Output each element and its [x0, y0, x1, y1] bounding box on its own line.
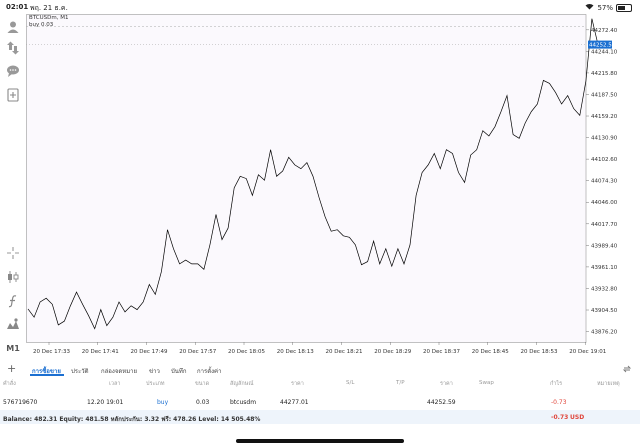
row-type: buy — [157, 399, 169, 406]
col-time: เวลา — [109, 381, 121, 387]
col-profit: กำไร — [550, 381, 563, 387]
row-current-price: 44252.59 — [427, 399, 456, 406]
timeframe-label: M1 — [6, 343, 20, 353]
col-tp: T/P — [396, 380, 405, 386]
crosshair-icon[interactable] — [4, 244, 22, 262]
chart-symbol: BTCUSDm, M1 — [29, 15, 69, 21]
row-price: 44277.01 — [280, 399, 309, 406]
objects-icon[interactable] — [4, 315, 22, 333]
y-tick-label: 43904.50 — [591, 308, 618, 314]
y-tick-label: 44074.30 — [591, 179, 618, 185]
position-row[interactable]: 576719670 12.20 19:01 buy 0.03 btcusdm 4… — [0, 397, 640, 409]
positions-header: คำสั่ง เวลา ประเภท ขนาด สัญลักษณ์ ราคา S… — [0, 378, 640, 390]
x-tick-label: 20 Dec 18:37 — [423, 349, 460, 355]
tab-mailbox[interactable]: กล่องจดหมาย — [101, 368, 138, 375]
chat-icon[interactable] — [4, 62, 22, 80]
price-chart[interactable]: 44272.40 44244.10 44215.80 44187.50 44159.20… — [26, 14, 640, 359]
tab-trade[interactable]: การซื้อขาย — [32, 368, 61, 375]
y-tick-label: 43876.20 — [591, 330, 618, 336]
candlestick-icon[interactable] — [4, 268, 22, 286]
y-tick-label: 44187.50 — [591, 92, 618, 98]
y-tick-label: 44130.90 — [591, 136, 618, 142]
battery-fill — [618, 5, 625, 10]
x-tick-label: 20 Dec 18:13 — [277, 349, 314, 355]
row-profit: -0.73 — [551, 399, 567, 406]
row-ticket: 576719670 — [3, 399, 38, 406]
x-tick-label: 20 Dec 18:45 — [472, 349, 509, 355]
status-date: พฤ. 21 ธ.ค. — [30, 4, 68, 12]
row-symbol: btcusdm — [230, 399, 257, 406]
plot-frame — [26, 14, 587, 343]
x-tick-label: 20 Dec 17:41 — [82, 349, 119, 355]
timeframe-button[interactable]: M1 — [4, 339, 22, 357]
battery-percent: 57% — [597, 3, 613, 12]
y-tick-label: 44159.20 — [591, 114, 618, 120]
sync-icon[interactable] — [622, 364, 632, 374]
indicators-icon[interactable] — [4, 292, 22, 310]
y-tick-label: 44102.60 — [591, 157, 618, 163]
current-price-tag — [588, 40, 612, 49]
left-toolbar: M1 — [0, 14, 26, 359]
y-tick-label: 44215.80 — [591, 71, 618, 77]
tab-journal[interactable]: บันทึก — [171, 368, 187, 375]
home-indicator — [236, 439, 404, 443]
col-order: คำสั่ง — [3, 381, 16, 387]
current-price-tag-label: 44252.59 — [589, 43, 616, 49]
col-price: ราคา — [291, 381, 304, 387]
col-symbol: สัญลักษณ์ — [230, 381, 254, 387]
status-bar: 02:01 พฤ. 21 ธ.ค. 57% — [0, 0, 640, 14]
col-swap: Swap — [479, 380, 494, 386]
x-tick-label: 20 Dec 19:01 — [569, 349, 606, 355]
trade-arrows-icon[interactable] — [4, 39, 22, 57]
col-sl: S/L — [346, 380, 355, 386]
x-tick-label: 20 Dec 18:05 — [228, 349, 265, 355]
row-volume: 0.03 — [196, 399, 210, 406]
status-right: 57% — [585, 3, 632, 12]
col-type: ประเภท — [146, 381, 165, 387]
x-tick-label: 20 Dec 17:57 — [179, 349, 216, 355]
x-tick-label: 20 Dec 18:29 — [374, 349, 411, 355]
y-tick-label: 43989.40 — [591, 243, 618, 249]
y-tick-label: 44244.10 — [591, 49, 618, 55]
col-volume: ขนาด — [195, 381, 210, 387]
wifi-icon — [585, 3, 594, 12]
y-tick-label: 44017.70 — [591, 222, 618, 228]
y-tick-label: 44046.00 — [591, 200, 618, 206]
bottom-tabs: + การซื้อขาย ประวัติ กล่องจดหมาย ข่าว บั… — [0, 362, 640, 376]
price-series-line — [27, 18, 599, 330]
tab-settings[interactable]: การตั้งค่า — [197, 368, 222, 375]
tab-news[interactable]: ข่าว — [149, 368, 160, 375]
x-tick-label: 20 Dec 17:33 — [33, 349, 70, 355]
chart-order-label: buy 0.03 — [29, 22, 54, 28]
col-comment: หมายเหตุ — [597, 381, 620, 387]
x-tick-label: 20 Dec 18:21 — [326, 349, 363, 355]
battery-icon — [616, 3, 632, 12]
balance-currency: USD — [570, 414, 585, 421]
new-order-icon[interactable] — [4, 86, 22, 104]
tab-active-underline — [30, 374, 64, 376]
add-icon[interactable]: + — [7, 362, 17, 375]
x-tick-label: 20 Dec 18:53 — [521, 349, 558, 355]
y-tick-label: 43961.10 — [591, 265, 618, 271]
account-icon[interactable] — [4, 18, 22, 36]
y-tick-label: 43932.80 — [591, 286, 618, 292]
balance-bar: Balance: 482.31 Equity: 481.58 หลักประกั… — [0, 410, 640, 424]
x-tick-label: 20 Dec 17:49 — [131, 349, 168, 355]
row-time: 12.20 19:01 — [87, 399, 124, 406]
status-time: 02:01 — [6, 3, 29, 11]
tab-history[interactable]: ประวัติ — [71, 368, 89, 375]
balance-profit: -0.73 — [551, 414, 569, 421]
balance-text: Balance: 482.31 Equity: 481.58 หลักประกั… — [3, 416, 261, 423]
chart-svg[interactable]: 44272.40 44244.10 44215.80 44187.50 44159.20… — [26, 14, 640, 359]
chart-legend: BTCUSDm, M1 buy 0.03 — [29, 15, 69, 29]
col-current-price: ราคา — [440, 381, 453, 387]
y-tick-label: 44272.40 — [591, 28, 618, 34]
